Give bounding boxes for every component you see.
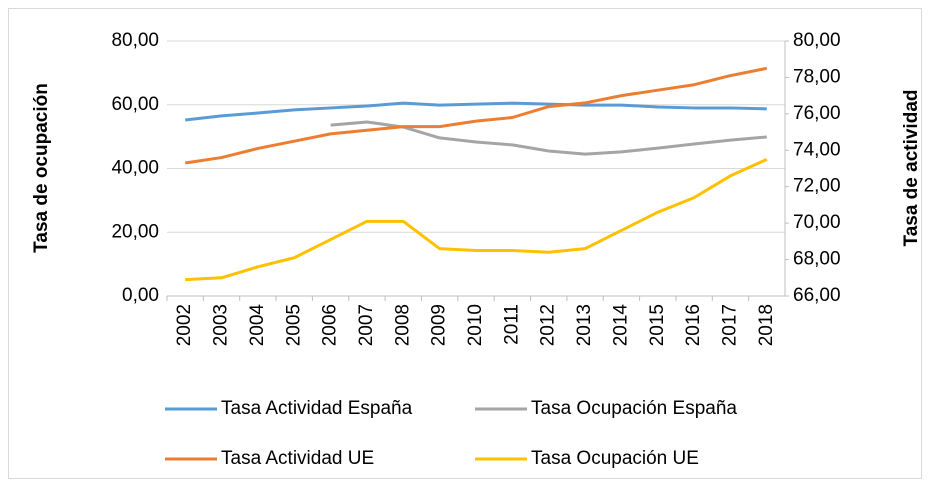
y-tick-label: 0,00	[122, 285, 159, 306]
x-tick-label: 2017	[719, 304, 740, 346]
y2-tick-label: 66,00	[793, 285, 841, 306]
x-tick-label: 2007	[356, 304, 377, 346]
x-tick-label: 2002	[174, 304, 195, 346]
y2-tick-label: 68,00	[793, 249, 841, 270]
x-tick-label: 2008	[392, 304, 413, 346]
x-tick-label: 2003	[211, 304, 232, 346]
y2-tick-label: 78,00	[793, 66, 841, 87]
x-tick-label: 2015	[647, 304, 668, 346]
series-line	[184, 66, 768, 165]
x-tick-label: 2014	[610, 304, 631, 347]
legend-label: Tasa Actividad España	[221, 398, 413, 419]
y-tick-label: 80,00	[111, 30, 159, 51]
x-tick-label: 2006	[320, 304, 341, 346]
legend-label: Tasa Ocupación España	[531, 398, 737, 419]
legend-label: Tasa Actividad UE	[221, 448, 374, 469]
y-axis-title: Tasa de ocupación	[31, 83, 52, 253]
x-tick-label: 2005	[283, 304, 304, 346]
y2-tick-label: 72,00	[793, 176, 841, 197]
x-tick-label: 2012	[538, 304, 559, 346]
y2-tick-label: 76,00	[793, 103, 841, 124]
y2-tick-label: 80,00	[793, 30, 841, 51]
y-tick-label: 20,00	[111, 221, 159, 242]
y-tick-label: 40,00	[111, 158, 159, 179]
y2-tick-label: 74,00	[793, 139, 841, 160]
x-tick-label: 2010	[465, 304, 486, 346]
legend-label: Tasa Ocupación UE	[531, 448, 699, 469]
x-tick-label: 2016	[683, 304, 704, 346]
y2-tick-label: 70,00	[793, 212, 841, 233]
series-line	[185, 101, 767, 122]
x-tick-label: 2009	[429, 304, 450, 346]
x-tick-label: 2013	[574, 304, 595, 346]
chart-border	[8, 8, 922, 479]
x-tick-label: 2004	[247, 304, 268, 347]
x-tick-label: 2018	[756, 304, 777, 346]
x-tick-label: 2011	[501, 304, 522, 345]
y2-axis-title: Tasa de actividad	[901, 90, 922, 247]
series-line	[185, 158, 768, 282]
y-tick-label: 60,00	[111, 94, 159, 115]
